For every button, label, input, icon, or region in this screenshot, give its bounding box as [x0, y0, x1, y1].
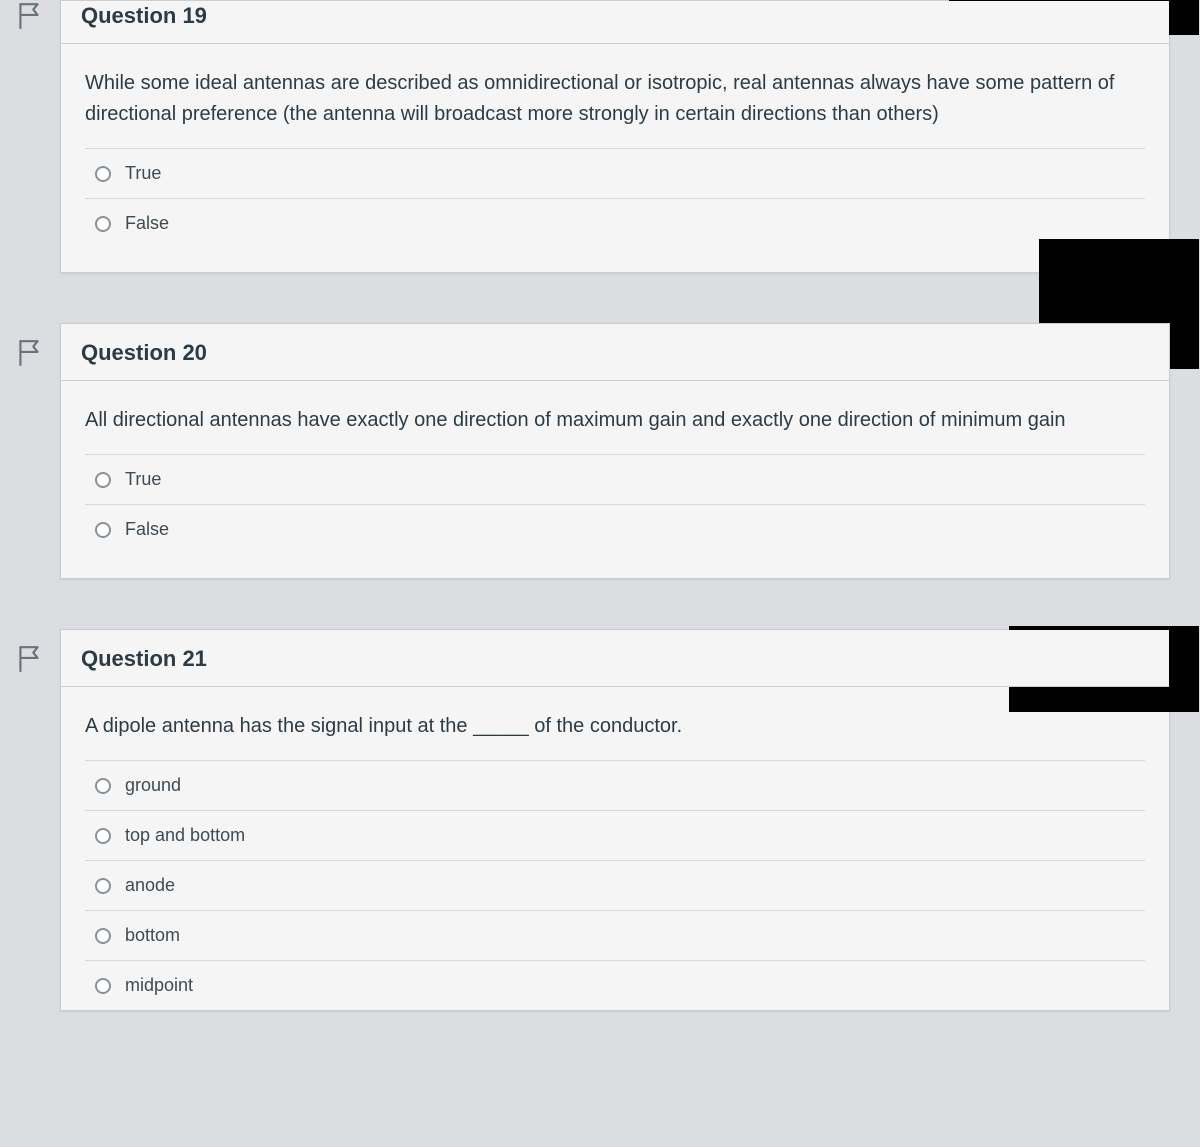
radio-icon [95, 978, 111, 994]
option-label: bottom [125, 925, 180, 946]
question-header: Question 19 [61, 1, 1169, 44]
options-list: ground top and bottom anode bottom midpo… [85, 760, 1145, 1010]
question-text: While some ideal antennas are described … [85, 68, 1145, 130]
question-text: A dipole antenna has the signal input at… [85, 711, 1145, 742]
radio-icon [95, 828, 111, 844]
option-top-and-bottom[interactable]: top and bottom [85, 811, 1145, 861]
option-anode[interactable]: anode [85, 861, 1145, 911]
radio-icon [95, 778, 111, 794]
option-label: midpoint [125, 975, 193, 996]
radio-icon [95, 166, 111, 182]
question-text: All directional antennas have exactly on… [85, 405, 1145, 436]
question-card-20: Question 20 All directional antennas hav… [60, 323, 1170, 579]
option-midpoint[interactable]: midpoint [85, 961, 1145, 1010]
radio-icon [95, 522, 111, 538]
option-label: True [125, 163, 161, 184]
flag-icon[interactable] [16, 338, 42, 368]
flag-icon[interactable] [16, 1, 42, 31]
option-false[interactable]: False [85, 199, 1145, 248]
question-body: While some ideal antennas are described … [61, 44, 1169, 272]
question-title: Question 20 [81, 340, 1149, 366]
option-true[interactable]: True [85, 149, 1145, 199]
question-title: Question 21 [81, 646, 1149, 672]
radio-icon [95, 216, 111, 232]
question-body: All directional antennas have exactly on… [61, 381, 1169, 578]
question-card-21: Question 21 A dipole antenna has the sig… [60, 629, 1170, 1011]
flag-icon[interactable] [16, 644, 42, 674]
option-bottom[interactable]: bottom [85, 911, 1145, 961]
question-header: Question 20 [61, 324, 1169, 381]
options-list: True False [85, 148, 1145, 248]
option-label: top and bottom [125, 825, 245, 846]
radio-icon [95, 472, 111, 488]
option-ground[interactable]: ground [85, 761, 1145, 811]
option-label: ground [125, 775, 181, 796]
radio-icon [95, 878, 111, 894]
question-title: Question 19 [81, 3, 1149, 29]
option-label: True [125, 469, 161, 490]
question-card-19: Question 19 While some ideal antennas ar… [60, 0, 1170, 273]
option-label: False [125, 213, 169, 234]
quiz-container: Question 19 While some ideal antennas ar… [0, 0, 1200, 1011]
option-label: False [125, 519, 169, 540]
question-header: Question 21 [61, 630, 1169, 687]
question-body: A dipole antenna has the signal input at… [61, 687, 1169, 1010]
option-true[interactable]: True [85, 455, 1145, 505]
option-false[interactable]: False [85, 505, 1145, 554]
option-label: anode [125, 875, 175, 896]
options-list: True False [85, 454, 1145, 554]
radio-icon [95, 928, 111, 944]
